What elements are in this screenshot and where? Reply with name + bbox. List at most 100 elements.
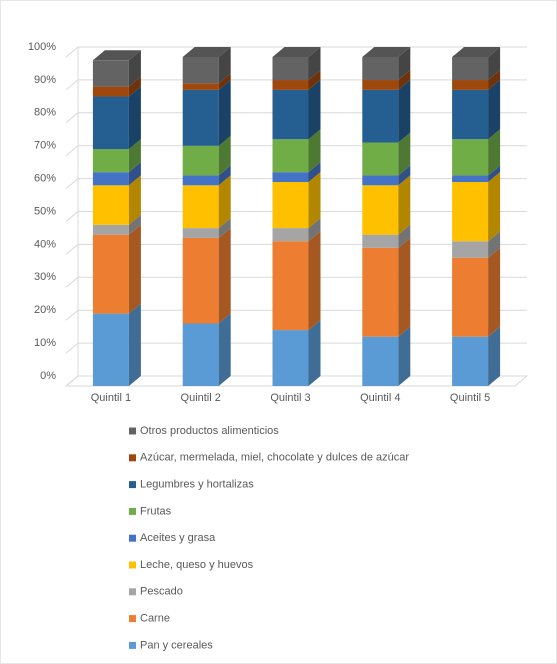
bar-segment [362,247,399,337]
bar-segment [272,139,309,173]
legend-label: Frutas [140,505,172,517]
bar-top [182,47,231,57]
bar-segment [272,330,309,386]
bar-segment [452,182,489,242]
bar-segment [182,89,219,146]
bar-side [398,237,411,337]
bar-segment [92,60,129,87]
bar-side [128,224,141,314]
bar-segment [92,313,129,386]
legend-label: Pan y cereales [140,639,213,651]
legend-label: Otros productos alimenticios [140,425,279,437]
bar-side [488,247,501,337]
bar-segment [452,336,489,386]
bar-segment [362,142,399,176]
bar-side [398,70,411,90]
legend-swatch [129,534,136,542]
bar-side [488,172,501,242]
bar-top [362,47,411,57]
bar-segment [182,175,219,186]
x-tick-label: Quintil 3 [270,392,310,404]
y-tick-label: 100% [28,41,56,53]
bar-segment [452,57,489,81]
bar-segment [182,145,219,176]
bar-side [218,79,231,146]
bar-side [488,129,501,176]
bar-segment [362,175,399,186]
bar-side [398,79,411,143]
bar-side [488,70,501,90]
bar-top [452,47,501,57]
x-tick-label: Quintil 1 [91,392,131,404]
grid-line-side [65,79,79,91]
bar-side [218,218,231,238]
grid-line-side [65,342,79,354]
bar-side [128,139,141,173]
bar-side [128,214,141,235]
grid-line-side [65,309,79,321]
y-tick-label: 30% [34,271,56,283]
bar-side [488,165,501,183]
bar-side [308,70,321,90]
bar-segment [452,175,489,183]
y-tick-label: 90% [34,74,56,86]
bar-side [308,162,321,183]
bar-segment [452,139,489,176]
bar-segment [362,185,399,235]
bar-side [308,231,321,331]
bar-segment [182,185,219,229]
bar-side [398,47,411,81]
bar-side [128,162,141,186]
y-tick-label: 70% [34,140,56,152]
bar-segment [182,228,219,238]
bar-side [398,326,411,386]
bar-side [128,50,141,87]
bar-top [272,47,321,57]
bar-segment [452,257,489,337]
bar-side [488,47,501,81]
bar-side [128,175,141,225]
y-tick-label: 50% [34,205,56,217]
bar-segment [272,241,309,331]
bar-segment [362,80,399,90]
bar-segment [272,172,309,183]
legend-swatch [129,427,136,435]
bar-segment [272,182,309,229]
bar-side [218,313,231,386]
bar-side [128,76,141,97]
grid-line-side [65,375,79,387]
bar-side [488,231,501,258]
bar-side [128,86,141,150]
bar-segment [362,336,399,386]
bar-side [308,129,321,173]
bar-segment [362,89,399,143]
legend-label: Legumbres y hortalizas [140,479,254,491]
x-tick-label: Quintil 4 [360,392,400,404]
legend-label: Pescado [140,586,183,598]
bar-segment [272,89,309,140]
bar-side [128,303,141,386]
bar-side [218,175,231,229]
bar-segment [92,149,129,173]
bar-side [308,172,321,229]
bar-side [398,132,411,176]
bar-segment [272,80,309,90]
bar-side [218,73,231,90]
bar-side [488,79,501,140]
bar-side [218,165,231,186]
bar-side [308,218,321,242]
bar-top [92,50,141,61]
bar-side [398,175,411,235]
bar-segment [182,323,219,386]
bar-side [488,326,501,386]
legend-label: Leche, queso y huevos [140,559,254,571]
bar-side [218,227,231,324]
legend-swatch [129,454,136,462]
bar-side [308,79,321,140]
bar-segment [182,57,219,84]
grid-line-side [65,276,79,288]
bar-side [398,165,411,186]
legend-swatch [129,507,136,515]
x-tick-label: Quintil 5 [450,392,490,404]
bar-side [398,224,411,248]
